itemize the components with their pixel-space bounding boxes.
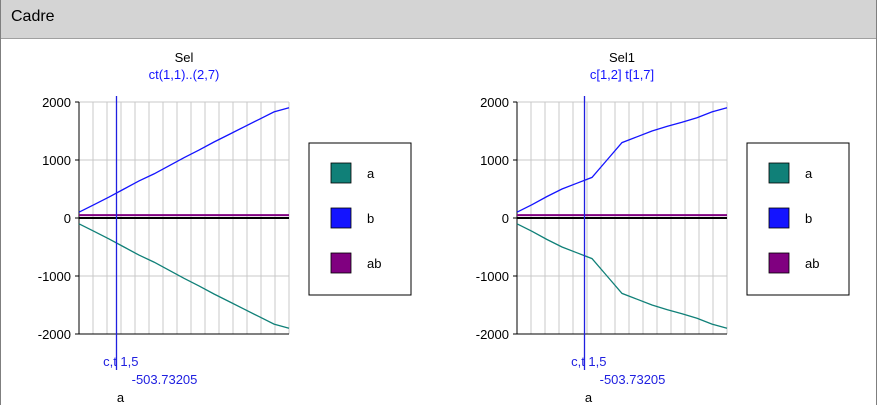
y-tick-label: -1000 bbox=[38, 269, 71, 284]
cursor-value: -503.73205 bbox=[132, 372, 198, 387]
cursor-label: c,t 1,5 bbox=[103, 354, 138, 369]
legend-label-a: a bbox=[367, 166, 375, 181]
chart-sel: Sel ct(1,1)..(2,7) 2000 1000 0 -1000 -2000 c,t … bbox=[38, 50, 412, 405]
chart-sel1: Sel1 c[1,2] t[1,7] 2000 1000 0 -1000 -2000 c,t … bbox=[476, 50, 850, 405]
legend-swatch-a bbox=[330, 162, 352, 184]
y-tick-label: -1000 bbox=[476, 269, 509, 284]
series-line-b bbox=[516, 107, 728, 213]
legend-box bbox=[308, 142, 412, 296]
y-tick-label: -2000 bbox=[476, 327, 509, 342]
legend-label-ab: ab bbox=[805, 256, 819, 271]
legend-label-b: b bbox=[367, 211, 374, 226]
y-tick-label: 1000 bbox=[42, 153, 71, 168]
legend-swatch-b bbox=[768, 207, 790, 229]
y-tick-label: 1000 bbox=[480, 153, 509, 168]
y-tick-label: 2000 bbox=[42, 95, 71, 110]
cursor-value: -503.73205 bbox=[600, 372, 666, 387]
legend-swatch-ab bbox=[330, 252, 352, 274]
x-axis-label: a bbox=[585, 390, 593, 405]
chart-subtitle: ct(1,1)..(2,7) bbox=[149, 67, 220, 82]
frame-title: Cadre bbox=[11, 8, 55, 25]
y-tick-label: -2000 bbox=[38, 327, 71, 342]
series-line-b bbox=[78, 107, 290, 213]
y-tick-label: 0 bbox=[64, 211, 71, 226]
x-axis-label: a bbox=[117, 390, 125, 405]
legend-label-ab: ab bbox=[367, 256, 381, 271]
y-tick-label: 0 bbox=[502, 211, 509, 226]
y-tick-label: 2000 bbox=[480, 95, 509, 110]
chart-title: Sel1 bbox=[609, 50, 635, 65]
cursor-label: c,t 1,5 bbox=[571, 354, 606, 369]
series-line-a bbox=[78, 223, 290, 329]
series-line-a bbox=[516, 223, 728, 329]
legend-label-b: b bbox=[805, 211, 812, 226]
legend-box bbox=[746, 142, 850, 296]
legend-label-a: a bbox=[805, 166, 813, 181]
legend-swatch-ab bbox=[768, 252, 790, 274]
chart-subtitle: c[1,2] t[1,7] bbox=[590, 67, 654, 82]
legend-swatch-b bbox=[330, 207, 352, 229]
chart-title: Sel bbox=[175, 50, 194, 65]
legend-swatch-a bbox=[768, 162, 790, 184]
frame-header: Cadre bbox=[1, 0, 876, 39]
